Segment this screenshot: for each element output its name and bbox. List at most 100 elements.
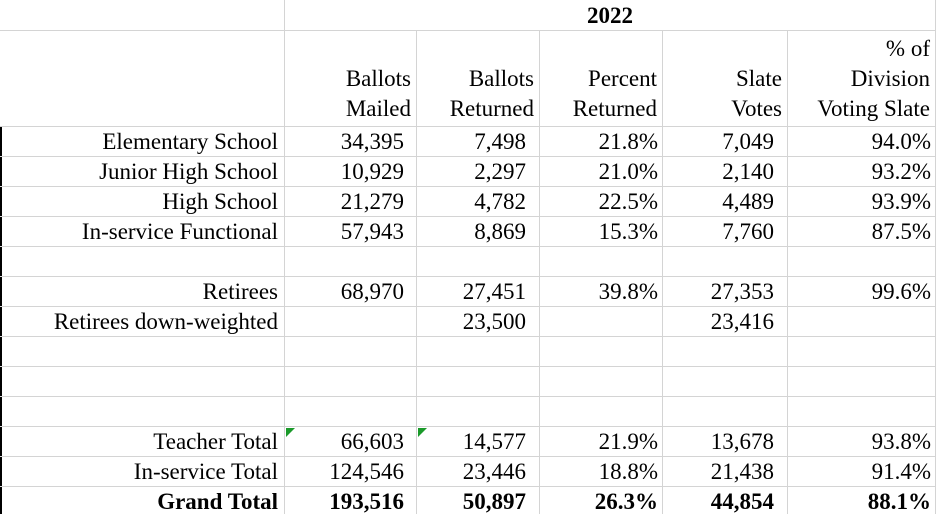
table-cell: 39.8% — [540, 277, 663, 307]
row-label: Teacher Total — [0, 427, 285, 457]
row-label — [0, 367, 285, 397]
column-header: Slate Votes — [663, 31, 788, 127]
table-cell — [663, 247, 788, 277]
table-cell: 23,416 — [663, 307, 788, 337]
table-cell: 15.3% — [540, 217, 663, 247]
header-line: Percent — [588, 66, 657, 91]
table-cell: 13,678 — [663, 427, 788, 457]
table-cell: 34,395 — [285, 127, 417, 157]
corner-cell — [0, 31, 285, 127]
column-header: Ballots Returned — [417, 31, 540, 127]
table-cell — [788, 367, 936, 397]
row-label: In-service Functional — [0, 217, 285, 247]
table-cell: 7,760 — [663, 217, 788, 247]
table-cell: 7,498 — [417, 127, 540, 157]
corner-cell — [0, 0, 285, 31]
header-line: Votes — [731, 96, 782, 121]
table-cell — [417, 247, 540, 277]
header-line: % of — [885, 36, 930, 61]
row-label: Retirees — [0, 277, 285, 307]
table-cell: 2,140 — [663, 157, 788, 187]
table-cell: 21,279 — [285, 187, 417, 217]
table-cell: 66,603 — [285, 427, 417, 457]
table-cell: 21.8% — [540, 127, 663, 157]
table-cell — [788, 397, 936, 427]
table-cell: 21.9% — [540, 427, 663, 457]
header-line: Mailed — [345, 96, 411, 121]
table-cell — [540, 307, 663, 337]
table-cell: 2,297 — [417, 157, 540, 187]
table-cell: 88.1% — [788, 487, 936, 514]
table-cell: 18.8% — [540, 457, 663, 487]
header-line: Returned — [572, 96, 657, 121]
column-header: % of Division Voting Slate — [788, 31, 936, 127]
table-cell: 91.4% — [788, 457, 936, 487]
table-cell — [285, 367, 417, 397]
table-cell: 93.8% — [788, 427, 936, 457]
header-line: Voting Slate — [817, 96, 930, 121]
table-cell: 26.3% — [540, 487, 663, 514]
table-cell — [417, 397, 540, 427]
left-border — [0, 127, 2, 514]
column-header: Ballots Mailed — [285, 31, 417, 127]
row-label: Retirees down-weighted — [0, 307, 285, 337]
table-cell: 44,854 — [663, 487, 788, 514]
row-label — [0, 397, 285, 427]
table-cell: 27,353 — [663, 277, 788, 307]
table-cell: 93.2% — [788, 157, 936, 187]
table-cell: 193,516 — [285, 487, 417, 514]
table-cell: 94.0% — [788, 127, 936, 157]
table-cell: 10,929 — [285, 157, 417, 187]
table-cell — [540, 247, 663, 277]
header-line: Division — [850, 66, 930, 91]
table-cell: 57,943 — [285, 217, 417, 247]
table-cell — [540, 397, 663, 427]
table-cell — [540, 367, 663, 397]
table-cell: 21,438 — [663, 457, 788, 487]
table-cell — [417, 367, 540, 397]
table-cell — [788, 247, 936, 277]
cell-indicator — [286, 428, 295, 437]
table-cell — [285, 247, 417, 277]
table-cell — [285, 307, 417, 337]
table-cell: 23,500 — [417, 307, 540, 337]
table-cell — [663, 397, 788, 427]
header-line: Ballots — [468, 66, 534, 91]
row-label: High School — [0, 187, 285, 217]
table-cell: 14,577 — [417, 427, 540, 457]
row-label: Junior High School — [0, 157, 285, 187]
table-cell — [788, 337, 936, 367]
table-cell: 4,782 — [417, 187, 540, 217]
year-header: 2022 — [285, 0, 936, 31]
table-cell: 8,869 — [417, 217, 540, 247]
table-cell: 4,489 — [663, 187, 788, 217]
table-cell: 87.5% — [788, 217, 936, 247]
table-cell — [663, 337, 788, 367]
table-cell — [417, 337, 540, 367]
table-cell — [540, 337, 663, 367]
table-cell: 27,451 — [417, 277, 540, 307]
header-line: Ballots — [345, 66, 411, 91]
table-cell: 93.9% — [788, 187, 936, 217]
table-cell: 50,897 — [417, 487, 540, 514]
row-label: Grand Total — [0, 487, 285, 514]
table-cell: 22.5% — [540, 187, 663, 217]
table-cell: 68,970 — [285, 277, 417, 307]
table-cell — [788, 307, 936, 337]
table-cell: 124,546 — [285, 457, 417, 487]
column-header: Percent Returned — [540, 31, 663, 127]
cell-indicator — [418, 428, 427, 437]
table-cell — [663, 367, 788, 397]
table-cell: 7,049 — [663, 127, 788, 157]
row-label: In-service Total — [0, 457, 285, 487]
table-cell: 23,446 — [417, 457, 540, 487]
row-label — [0, 247, 285, 277]
header-line: Returned — [449, 96, 534, 121]
table-cell: 21.0% — [540, 157, 663, 187]
row-label: Elementary School — [0, 127, 285, 157]
row-label — [0, 337, 285, 367]
header-line: Slate — [736, 66, 782, 91]
table-cell — [285, 397, 417, 427]
table-cell — [285, 337, 417, 367]
